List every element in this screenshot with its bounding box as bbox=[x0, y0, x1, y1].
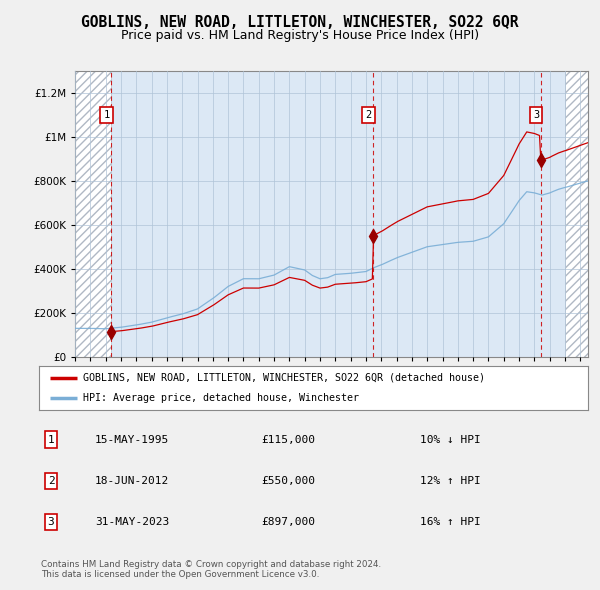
Text: 2: 2 bbox=[365, 110, 371, 120]
Text: GOBLINS, NEW ROAD, LITTLETON, WINCHESTER, SO22 6QR: GOBLINS, NEW ROAD, LITTLETON, WINCHESTER… bbox=[81, 15, 519, 30]
Text: 15-MAY-1995: 15-MAY-1995 bbox=[95, 435, 169, 444]
Text: Price paid vs. HM Land Registry's House Price Index (HPI): Price paid vs. HM Land Registry's House … bbox=[121, 30, 479, 42]
Text: £897,000: £897,000 bbox=[261, 517, 315, 527]
Text: 3: 3 bbox=[533, 110, 539, 120]
Text: GOBLINS, NEW ROAD, LITTLETON, WINCHESTER, SO22 6QR (detached house): GOBLINS, NEW ROAD, LITTLETON, WINCHESTER… bbox=[83, 373, 485, 383]
Text: 12% ↑ HPI: 12% ↑ HPI bbox=[420, 476, 481, 486]
Text: 1: 1 bbox=[104, 110, 110, 120]
Text: £550,000: £550,000 bbox=[261, 476, 315, 486]
Text: 10% ↓ HPI: 10% ↓ HPI bbox=[420, 435, 481, 444]
Text: 2: 2 bbox=[47, 476, 55, 486]
Text: 1: 1 bbox=[47, 435, 55, 444]
Text: 31-MAY-2023: 31-MAY-2023 bbox=[95, 517, 169, 527]
Text: 3: 3 bbox=[47, 517, 55, 527]
Text: Contains HM Land Registry data © Crown copyright and database right 2024.
This d: Contains HM Land Registry data © Crown c… bbox=[41, 560, 381, 579]
Text: 18-JUN-2012: 18-JUN-2012 bbox=[95, 476, 169, 486]
Text: £115,000: £115,000 bbox=[261, 435, 315, 444]
Text: HPI: Average price, detached house, Winchester: HPI: Average price, detached house, Winc… bbox=[83, 393, 359, 403]
Text: 16% ↑ HPI: 16% ↑ HPI bbox=[420, 517, 481, 527]
